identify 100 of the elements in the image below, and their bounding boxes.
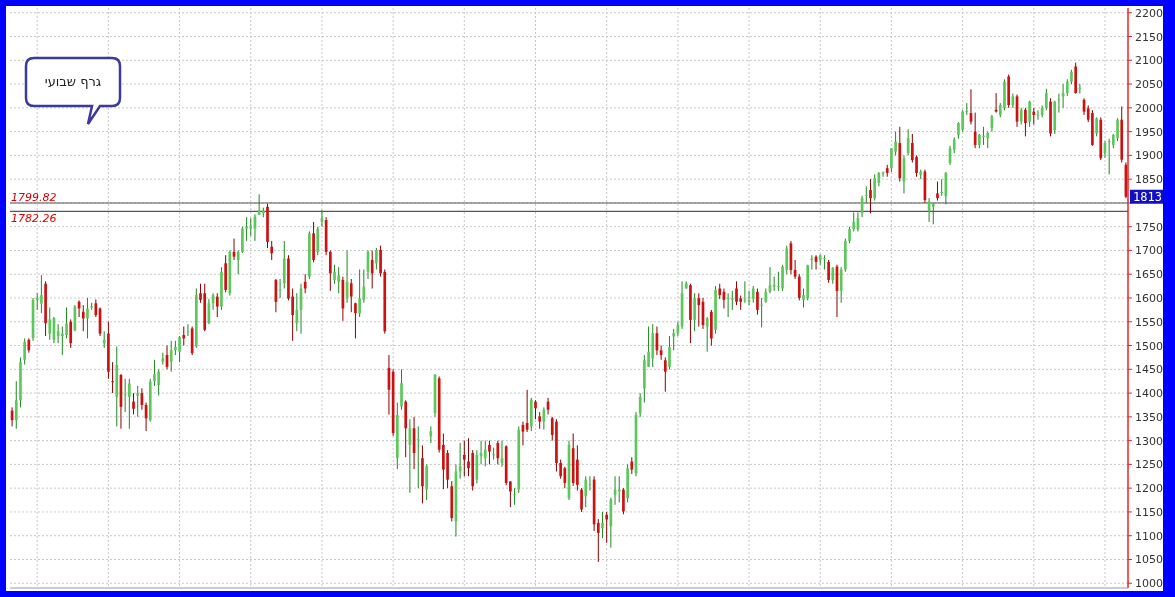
candlestick: [936, 181, 939, 202]
candlestick: [705, 316, 709, 353]
candlestick: [672, 328, 676, 351]
candlestick: [416, 425, 420, 489]
candlestick: [333, 264, 336, 285]
y-tick-label: 1150: [1135, 505, 1163, 519]
candlestick: [864, 185, 868, 204]
candlestick: [303, 273, 307, 294]
y-tick-label: 1300: [1135, 434, 1163, 448]
candlestick: [584, 475, 588, 508]
candlestick: [86, 297, 89, 339]
candlestick: [756, 287, 759, 316]
candlestick: [622, 487, 625, 515]
candlestick: [169, 340, 173, 373]
candlestick: [1116, 117, 1119, 142]
candlestick: [370, 249, 374, 289]
y-tick-label: 1100: [1135, 529, 1163, 543]
candlestick: [483, 440, 487, 467]
candlestick: [827, 259, 830, 284]
ref-line-label: 1782.26: [11, 212, 57, 226]
candlestick: [668, 335, 671, 370]
candlestick: [337, 266, 341, 294]
candlestick: [580, 487, 583, 513]
candlestick: [601, 511, 604, 539]
y-tick-label: 1350: [1135, 410, 1163, 424]
candlestick: [358, 268, 361, 318]
candlestick: [596, 518, 600, 563]
annotation: 1813: [1133, 190, 1162, 205]
y-tick-label: 1750: [1135, 220, 1163, 234]
candlestick: [245, 216, 248, 242]
y-tick-label: 1650: [1135, 268, 1163, 282]
candlestick: [157, 368, 160, 396]
candlestick: [730, 290, 734, 311]
candlestick: [236, 249, 240, 275]
y-tick-label: 1850: [1135, 173, 1163, 187]
y-tick-label: 1550: [1135, 315, 1163, 329]
y-tick-label: 1450: [1135, 363, 1163, 377]
candlestick: [136, 385, 140, 418]
candlestick: [605, 511, 609, 544]
candlestick: [61, 326, 64, 356]
y-tick-label: 2150: [1135, 30, 1163, 44]
y-tick-label: 2200: [1135, 6, 1163, 20]
candlestick: [797, 273, 801, 301]
candlestick: [182, 326, 186, 347]
ref-line-label: 1799.82: [11, 191, 57, 204]
candlestick: [132, 392, 135, 415]
candlestick: [982, 126, 985, 146]
candlestick: [760, 297, 763, 328]
y-tick-label: 1600: [1135, 292, 1163, 305]
candlestick: [178, 335, 181, 363]
candlestick: [931, 202, 935, 225]
candlestick: [777, 271, 780, 292]
candlestick: [241, 226, 244, 254]
candlestick: [534, 399, 537, 420]
candlestick: [559, 459, 562, 480]
candlestick: [375, 247, 378, 270]
candlestick: [693, 292, 696, 332]
candlestick: [153, 359, 156, 387]
candlestick: [40, 274, 43, 314]
candlestick: [425, 463, 428, 501]
candlestick: [215, 292, 219, 318]
candlestick: [663, 356, 667, 393]
candlestick: [270, 240, 274, 261]
candlestick: [852, 211, 856, 232]
candlestick: [111, 361, 114, 394]
y-tick-label: 1200: [1135, 482, 1163, 496]
candlestick: [513, 487, 516, 506]
y-tick-label: 1400: [1135, 387, 1163, 401]
candlestick: [69, 318, 73, 349]
candlestick: [940, 178, 944, 197]
candlestick: [906, 128, 910, 156]
candlestick: [492, 447, 495, 461]
candlestick: [48, 307, 52, 341]
candlestick: [462, 440, 466, 477]
y-tick-label: 2100: [1135, 54, 1163, 68]
candlestick: [488, 440, 491, 465]
y-tick-label: 2000: [1135, 101, 1163, 115]
candlestick: [349, 278, 353, 313]
candlestick: [1024, 107, 1027, 137]
candlestick: [563, 466, 567, 489]
candlestick: [1028, 100, 1031, 128]
candlestick: [697, 292, 701, 328]
y-tick-label: 1700: [1135, 244, 1163, 258]
annotation: גרף שבועי: [44, 74, 102, 89]
candlestick: [295, 292, 299, 332]
y-tick-label: 2050: [1135, 78, 1163, 92]
candlestick: [869, 178, 872, 214]
candlestick: [65, 307, 68, 339]
candlestick: [328, 249, 332, 292]
candlestick: [1095, 116, 1098, 137]
y-tick-label: 1250: [1135, 458, 1163, 472]
candlestick: [961, 109, 964, 133]
y-tick-label: 1900: [1135, 149, 1163, 163]
y-tick-label: 1050: [1135, 553, 1163, 567]
y-tick-label: 1500: [1135, 339, 1163, 353]
candlestick: [496, 440, 500, 465]
candlestick: [249, 217, 253, 237]
candlestick: [81, 304, 85, 332]
candlestick: [400, 368, 403, 411]
candlestick: [873, 173, 877, 202]
